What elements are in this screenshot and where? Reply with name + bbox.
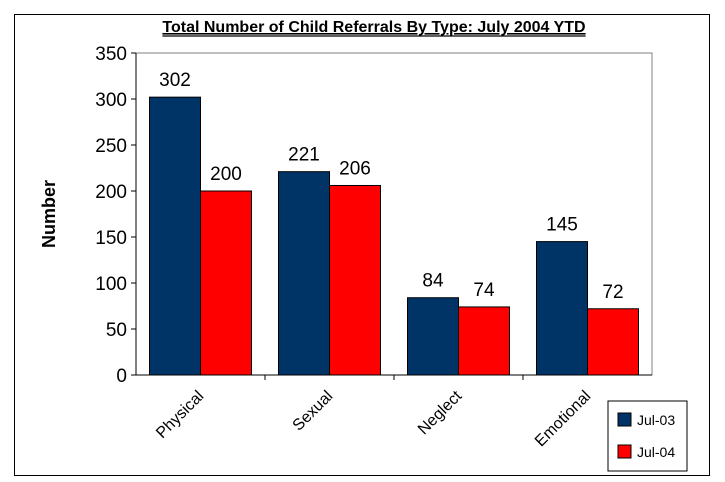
bar-jul-04-sexual	[329, 184, 381, 376]
legend: Jul-03 Jul-04	[607, 400, 688, 472]
y-tick-label: 100	[95, 274, 127, 295]
bar-jul-03-neglect	[407, 297, 459, 376]
category-label-physical: Physical	[153, 388, 207, 442]
y-tick-label: 350	[95, 44, 127, 65]
value-label: 221	[288, 145, 320, 166]
category-label-neglect: Neglect	[415, 387, 466, 438]
value-label: 145	[546, 215, 578, 236]
value-label: 200	[210, 164, 242, 185]
y-tick-label: 300	[95, 90, 127, 111]
category-labels: Physical Sexual Neglect Emotional	[136, 374, 652, 450]
legend-label-jul-04: Jul-04	[637, 444, 675, 460]
bar-jul-03-sexual	[278, 171, 330, 376]
value-labels: 302 200 221 206 84 74 145 72	[159, 70, 623, 303]
legend-label-jul-03: Jul-03	[637, 412, 675, 428]
value-label: 302	[159, 70, 191, 91]
value-label: 72	[602, 282, 623, 303]
category-label-sexual: Sexual	[290, 388, 337, 435]
y-tick-label: 50	[106, 320, 127, 341]
legend-swatch-jul-04	[617, 444, 632, 459]
y-tick-label: 250	[95, 136, 127, 157]
value-label: 74	[473, 280, 495, 301]
bar-jul-03-physical	[149, 96, 201, 376]
legend-items: Jul-03 Jul-04	[617, 412, 675, 460]
bar-jul-03-emotional	[536, 241, 588, 376]
value-label: 84	[422, 271, 444, 292]
bar-jul-04-emotional	[587, 308, 639, 376]
y-tick-label: 150	[95, 228, 127, 249]
bar-jul-04-neglect	[458, 306, 510, 376]
value-label: 206	[339, 158, 371, 179]
bars	[149, 96, 639, 376]
y-tick-label: 200	[95, 182, 127, 203]
legend-swatch-jul-03	[617, 412, 632, 427]
category-label-emotional: Emotional	[532, 388, 594, 450]
y-tick-label: 0	[116, 366, 127, 387]
chart-title: Total Number of Child Referrals By Type:…	[162, 19, 585, 36]
y-axis-ticks: 0 50 100 150 200 250 300 350	[95, 44, 137, 387]
bar-jul-04-physical	[200, 190, 252, 376]
y-axis-label: Number	[39, 180, 59, 248]
